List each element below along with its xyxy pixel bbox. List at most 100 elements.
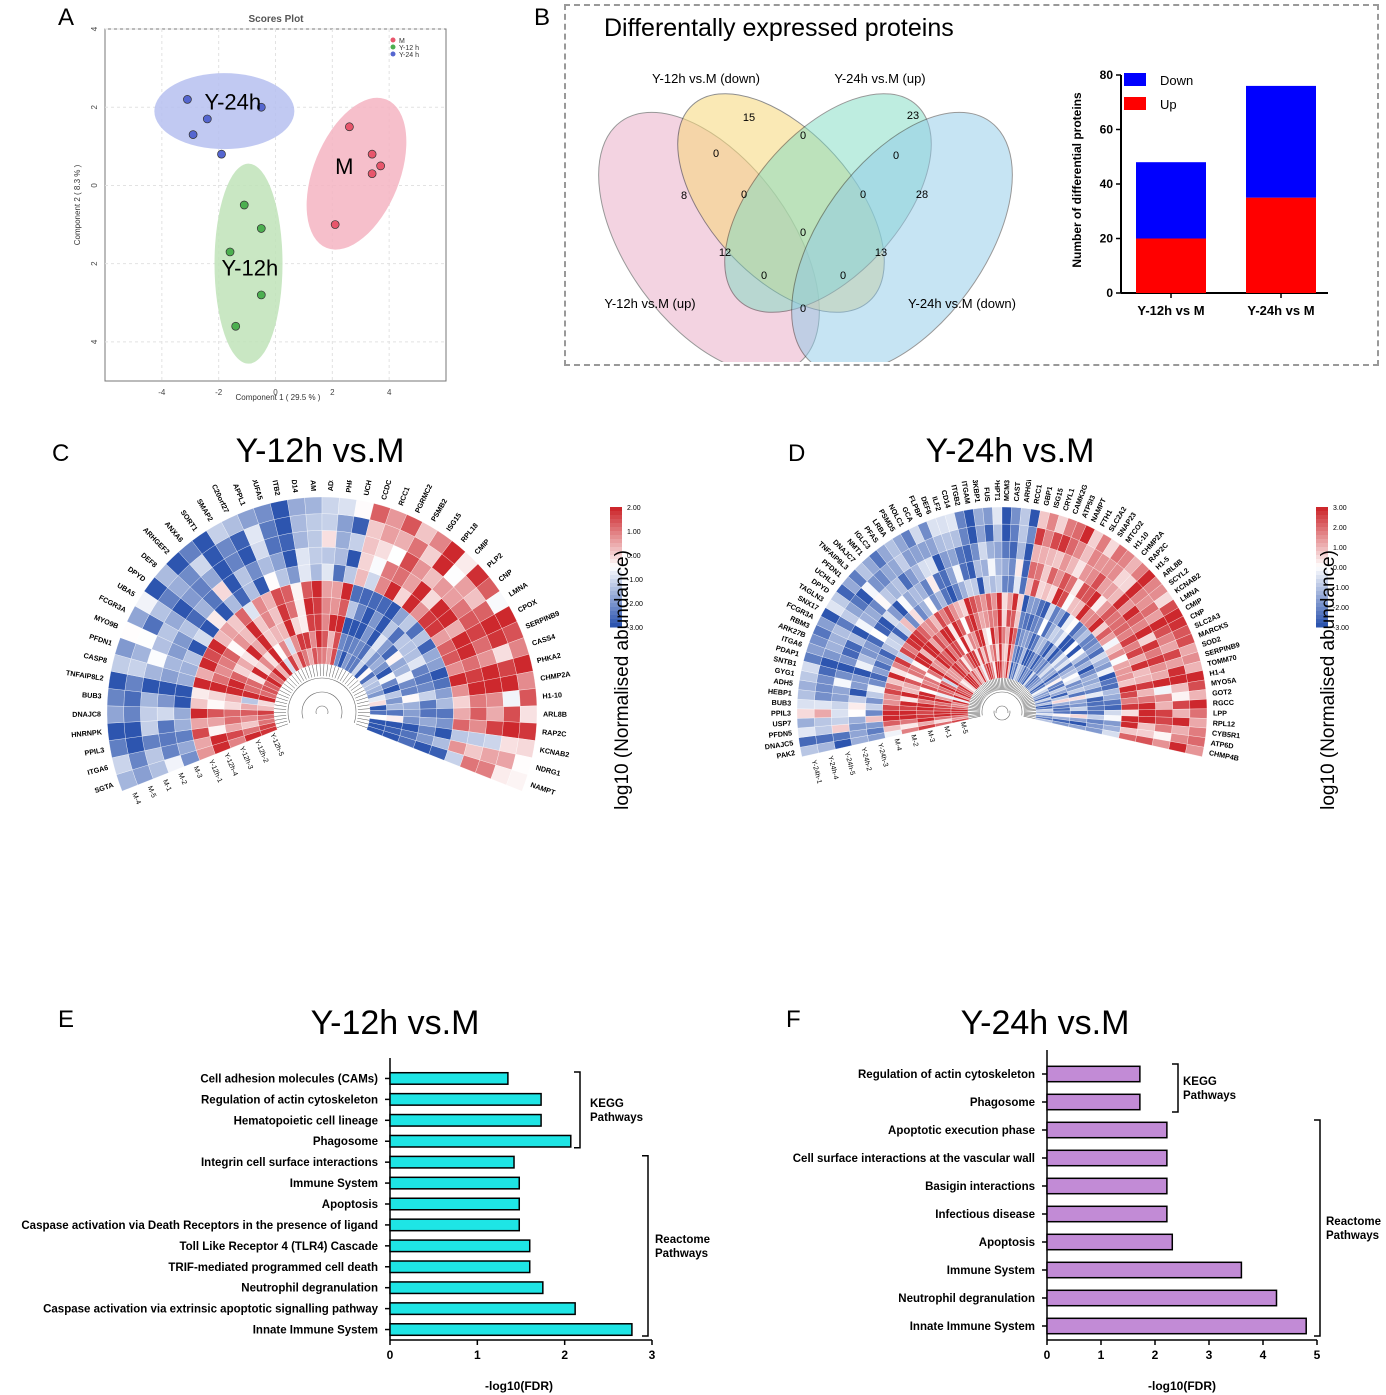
dendrogram-leaf xyxy=(971,696,983,703)
group-label-y24h: Y-24h xyxy=(204,89,261,114)
pathway-bar-chart-e: 0 1 2 3 Cell adhesion molecules (CAMs) Regula… xyxy=(21,1058,710,1393)
gene-label: ANXA6 xyxy=(163,519,185,544)
x-tick-label: -4 xyxy=(158,388,166,397)
heatmap-cell xyxy=(321,530,337,548)
legend-label: M xyxy=(399,38,405,45)
sample-label: M-3 xyxy=(192,765,203,779)
sample-label: M-4 xyxy=(893,738,903,752)
x-tick-label: 2 xyxy=(1152,1348,1159,1362)
colorbar-segment xyxy=(610,599,622,604)
gene-label: RPL12 xyxy=(1212,719,1235,729)
dendrogram-leaf xyxy=(1012,681,1019,693)
group-ellipse-y12h xyxy=(214,163,283,364)
bar-f-title: Y-24h vs.M xyxy=(960,1004,1130,1042)
gene-label: CHMP4B xyxy=(1208,748,1240,763)
gene-label: UBA5 xyxy=(116,581,137,599)
sample-label: M-2 xyxy=(909,734,919,748)
dendrogram-branch xyxy=(301,691,343,719)
heatmap-cell xyxy=(321,546,336,565)
dendrogram-leaf xyxy=(1023,712,1036,715)
heatmap-cell xyxy=(157,719,176,735)
gene-label: BUB3 xyxy=(771,698,791,708)
pathway-bar xyxy=(389,1302,576,1316)
heatmap-cell xyxy=(1001,506,1012,525)
pathway-label: Neutrophil degranulation xyxy=(241,1283,378,1295)
sample-label: M-4 xyxy=(130,792,141,806)
gene-label: SMAP2 xyxy=(195,497,215,523)
x-tick-label: 4 xyxy=(387,388,392,397)
venn-count: 15 xyxy=(743,112,755,124)
x-tick-label: Y-24h vs M xyxy=(1247,303,1314,318)
colorbar-segment xyxy=(610,575,622,580)
colorbar-segment xyxy=(1316,567,1328,572)
gene-label: CMIP xyxy=(472,537,491,556)
heatmap-cell xyxy=(831,716,849,726)
pathway-label: Innate Immune System xyxy=(910,1321,1035,1333)
gene-label: MYO9B xyxy=(93,613,120,631)
sample-label: Y-24h-2 xyxy=(859,747,872,772)
colorbar-segment xyxy=(610,531,622,536)
heatmap-cell xyxy=(813,700,832,710)
dendrogram-leaf xyxy=(985,681,992,693)
dendrogram-leaf xyxy=(308,665,313,678)
gene-label: ADSS2 xyxy=(326,480,336,491)
dendrogram-leaf xyxy=(288,677,298,687)
gene-label: APPL1 xyxy=(231,482,248,507)
heatmap-cell xyxy=(106,705,125,724)
colorbar-segment xyxy=(1316,523,1328,528)
heatmap-cell xyxy=(1087,710,1105,716)
gene-label: ILF2 xyxy=(930,495,943,512)
y-tick-label: 2 xyxy=(90,104,99,109)
dendrogram-leaf xyxy=(283,683,294,691)
heatmap-cell xyxy=(984,524,995,543)
colorbar-segment xyxy=(1316,559,1328,564)
colorbar-segment xyxy=(1316,551,1328,556)
gene-label: H1-4 xyxy=(1209,666,1226,678)
sample-label: M-1 xyxy=(942,726,952,740)
gene-label: PFDN1 xyxy=(88,632,113,648)
dendrogram-leaf xyxy=(350,683,361,691)
dendrogram-leaf xyxy=(356,720,369,725)
bbar-ylabel: Number of differential proteins xyxy=(1070,92,1084,268)
dendrogram-leaf xyxy=(1022,699,1034,705)
heatmap-cell xyxy=(796,717,815,729)
heatmap-cell xyxy=(985,541,995,560)
heatmap-cell xyxy=(107,722,126,741)
gene-label: SORT1 xyxy=(179,508,200,533)
bar-up xyxy=(1136,238,1206,293)
dendrogram-leaf xyxy=(1021,695,1032,702)
sample-label: M-2 xyxy=(176,772,187,786)
heatmap-cell xyxy=(305,513,323,532)
pathway-bar xyxy=(1046,1289,1278,1307)
pathway-bar xyxy=(389,1176,521,1190)
pathway-bar xyxy=(1046,1317,1307,1335)
heatmap-cell xyxy=(500,674,520,693)
legend-label: Y-12 h xyxy=(399,45,419,52)
heatmap-cell xyxy=(106,688,126,707)
sample-label: Y-24h-1 xyxy=(810,759,823,784)
gene-label: MCM3 xyxy=(1002,480,1011,501)
heatmap-cell xyxy=(486,706,504,722)
heatmap-cell xyxy=(1172,708,1191,719)
dendrogram-leaf xyxy=(329,664,332,677)
gene-label: CCDC6 xyxy=(379,480,395,501)
heatmap-cell xyxy=(503,706,521,723)
dendrogram-leaf xyxy=(970,698,982,704)
dendrogram-leaf xyxy=(1013,682,1020,694)
colorbar-segment xyxy=(610,551,622,556)
heatmap-cell xyxy=(156,707,175,721)
colorbar-segment xyxy=(1316,539,1328,544)
dendrogram-leaf xyxy=(1019,691,1030,699)
gene-label: NDUFA5 xyxy=(248,480,265,501)
gene-label: RPL18 xyxy=(459,521,480,544)
heatmap-cell xyxy=(312,597,323,615)
colorbar-segment xyxy=(610,567,622,572)
gene-label: USP7 xyxy=(772,719,791,729)
sample-label: Y-12h-2 xyxy=(253,739,269,764)
colorbar-segment xyxy=(610,539,622,544)
dendrogram-leaf xyxy=(342,672,350,683)
dendrogram-leaf xyxy=(972,695,983,702)
dendrogram-leaf xyxy=(355,723,368,729)
dendrogram-leaf xyxy=(274,704,287,707)
